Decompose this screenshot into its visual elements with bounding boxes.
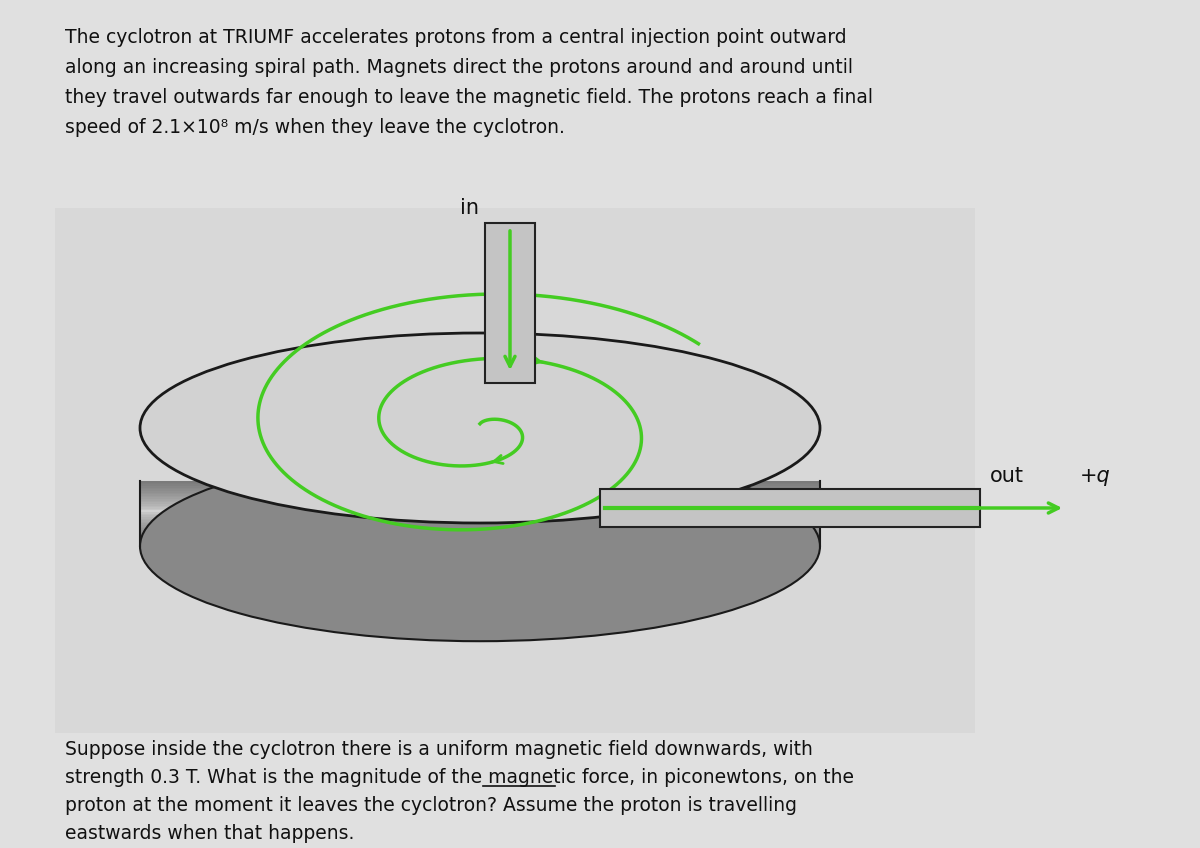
Text: +q: +q xyxy=(1080,466,1111,486)
Bar xyxy=(140,528,820,530)
Bar xyxy=(140,537,820,538)
Bar xyxy=(140,502,820,504)
Bar xyxy=(140,504,820,505)
Bar xyxy=(600,489,980,527)
Text: Suppose inside the cyclotron there is a uniform magnetic field downwards, with: Suppose inside the cyclotron there is a … xyxy=(65,740,812,759)
Bar xyxy=(140,499,820,500)
Bar xyxy=(140,505,820,507)
Bar xyxy=(140,483,820,484)
Text: in: in xyxy=(460,198,479,218)
Text: speed of 2.1×10⁸ m/s when they leave the cyclotron.: speed of 2.1×10⁸ m/s when they leave the… xyxy=(65,118,565,137)
Text: proton at the moment it leaves the cyclotron? Assume the proton is travelling: proton at the moment it leaves the cyclo… xyxy=(65,796,797,815)
Bar xyxy=(140,522,820,523)
Bar xyxy=(140,488,820,489)
Bar xyxy=(140,533,820,535)
Bar xyxy=(140,527,820,528)
Bar xyxy=(140,544,820,546)
Bar xyxy=(140,489,820,491)
Text: out: out xyxy=(990,466,1024,486)
Bar xyxy=(140,496,820,498)
Bar xyxy=(140,519,820,520)
Bar xyxy=(140,535,820,537)
Bar xyxy=(140,525,820,527)
Bar xyxy=(140,484,820,486)
Bar xyxy=(140,507,820,509)
Text: they travel outwards far enough to leave the magnetic field. The protons reach a: they travel outwards far enough to leave… xyxy=(65,88,874,107)
Text: along an increasing spiral path. Magnets direct the protons around and around un: along an increasing spiral path. Magnets… xyxy=(65,58,853,77)
Ellipse shape xyxy=(140,333,820,523)
Text: The cyclotron at TRIUMF accelerates protons from a central injection point outwa: The cyclotron at TRIUMF accelerates prot… xyxy=(65,28,847,47)
Bar xyxy=(140,532,820,533)
Bar xyxy=(140,520,820,522)
Bar xyxy=(140,512,820,514)
Bar xyxy=(140,530,820,532)
Bar xyxy=(140,517,820,519)
Text: eastwards when that happens.: eastwards when that happens. xyxy=(65,824,354,843)
Bar xyxy=(140,543,820,544)
Bar xyxy=(140,491,820,493)
Bar xyxy=(140,509,820,510)
Bar xyxy=(140,494,820,496)
Bar xyxy=(140,481,820,483)
Bar xyxy=(140,539,820,541)
Bar xyxy=(485,223,535,383)
Bar xyxy=(140,523,820,525)
Bar xyxy=(140,493,820,494)
Bar xyxy=(140,541,820,543)
Bar xyxy=(140,516,820,517)
Text: strength 0.3 T. What is the magnitude of the magnetic force, in piconewtons, on : strength 0.3 T. What is the magnitude of… xyxy=(65,768,854,787)
Ellipse shape xyxy=(140,451,820,641)
Bar xyxy=(140,510,820,512)
Bar xyxy=(55,208,974,733)
Bar xyxy=(140,538,820,539)
Bar xyxy=(140,498,820,499)
Bar xyxy=(140,500,820,502)
Bar xyxy=(140,514,820,516)
Bar xyxy=(140,486,820,488)
